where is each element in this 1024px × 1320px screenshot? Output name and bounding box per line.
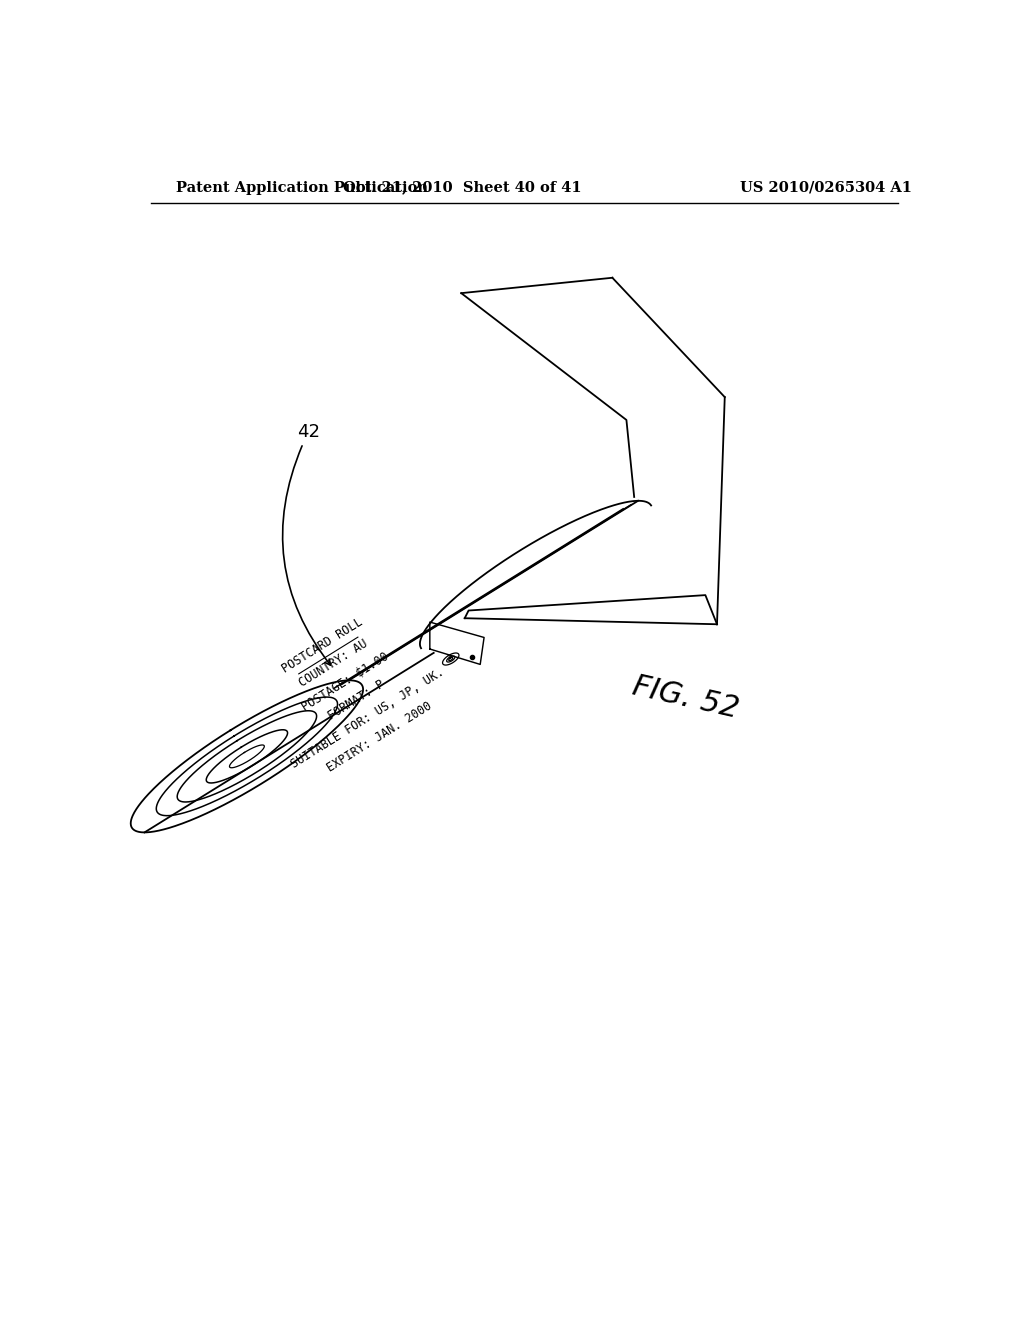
Text: FIG. 52: FIG. 52	[630, 672, 742, 723]
Text: POSTCARD ROLL: POSTCARD ROLL	[280, 615, 365, 676]
Text: US 2010/0265304 A1: US 2010/0265304 A1	[739, 181, 911, 194]
Text: Oct. 21, 2010  Sheet 40 of 41: Oct. 21, 2010 Sheet 40 of 41	[343, 181, 582, 194]
Text: SUITABLE FOR: US, JP, UK.: SUITABLE FOR: US, JP, UK.	[289, 665, 446, 771]
Text: 42: 42	[297, 422, 319, 441]
Text: COUNTRY: AU: COUNTRY: AU	[297, 638, 371, 690]
Text: EXPIRY: JAN. 2000: EXPIRY: JAN. 2000	[325, 700, 434, 775]
Text: FORMAT: P: FORMAT: P	[326, 677, 387, 723]
Text: Patent Application Publication: Patent Application Publication	[176, 181, 428, 194]
Text: POSTAGE: $1.00: POSTAGE: $1.00	[299, 649, 391, 714]
